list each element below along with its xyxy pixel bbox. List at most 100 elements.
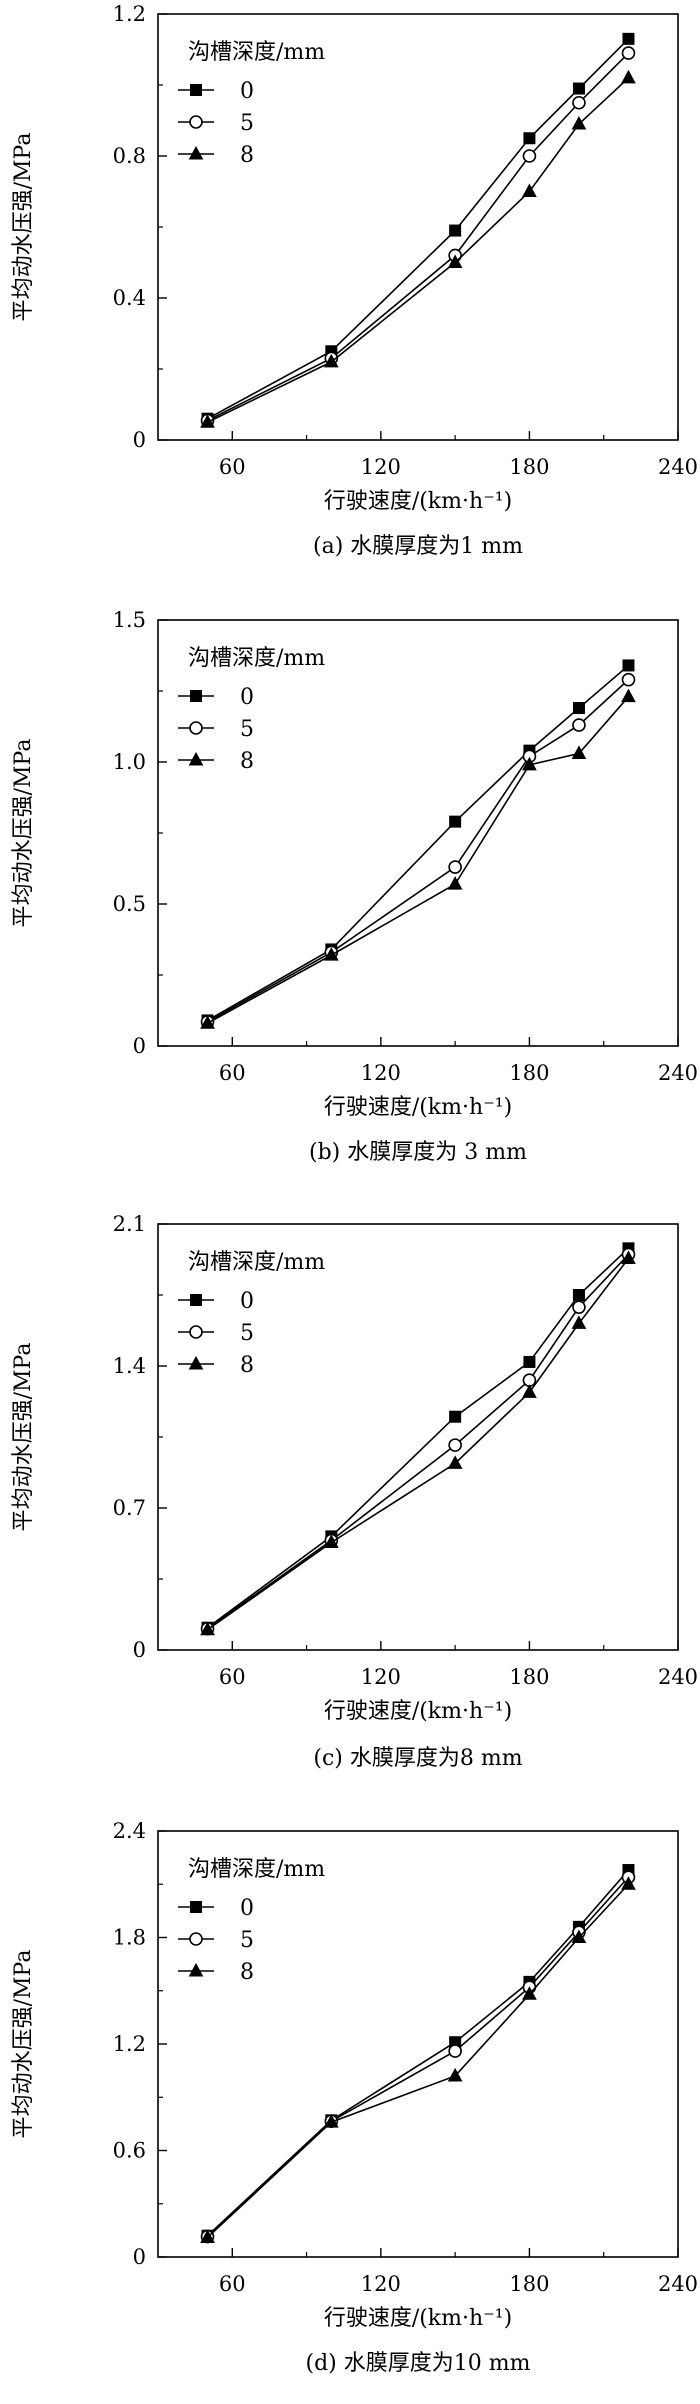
- x-tick-label: 60: [219, 1061, 246, 1085]
- data-point-5: [572, 718, 586, 732]
- legend-entry-8: 8: [178, 143, 254, 168]
- data-point-8: [522, 756, 537, 771]
- series-0: [201, 1864, 635, 2242]
- x-axis-title: 行驶速度/(km·h⁻¹): [324, 489, 512, 514]
- x-tick-labels: 60 120 180 240: [219, 2272, 698, 2296]
- axis-ticks: [158, 1223, 679, 1651]
- legend-title: 沟槽深度/mm: [188, 1250, 325, 1275]
- y-tick-label: 0.7: [113, 1496, 146, 1520]
- legend: 0 5 8: [178, 685, 254, 774]
- series-line-5: [206, 1876, 630, 2238]
- figure-caption: (a) 水膜厚度为1 mm: [313, 534, 523, 559]
- data-point-8: [200, 2229, 215, 2243]
- x-axis-title: 行驶速度/(km·h⁻¹): [324, 2306, 512, 2331]
- data-point-0: [449, 224, 462, 237]
- data-point-0: [572, 82, 585, 95]
- series-group: [200, 659, 636, 1029]
- legend: 0 5 8: [178, 1896, 254, 1985]
- x-tick-label: 240: [658, 1061, 698, 1085]
- chart-panel-d: 0 0.6 1.2 1.8 2.4 60 120 180 240 沟槽深度/mm 0 5 8 平均…: [0, 1803, 700, 2404]
- x-tick-label: 180: [509, 1061, 549, 1085]
- data-point-8: [571, 1929, 587, 1943]
- axis-ticks: [158, 1830, 679, 2258]
- y-tick-label: 1.2: [113, 2032, 146, 2056]
- legend-marker: [189, 1932, 203, 1946]
- series-5: [200, 672, 636, 1029]
- legend-label: 8: [240, 143, 254, 168]
- y-tick-label: 1.2: [113, 2, 146, 26]
- series-group: [200, 1864, 636, 2244]
- legend-label: 8: [240, 1960, 254, 1985]
- x-tick-label: 240: [658, 2272, 698, 2296]
- series-line-8: [207, 696, 630, 1024]
- series-5: [200, 1247, 636, 1636]
- legend-entry-0: 0: [178, 1289, 254, 1314]
- data-point-8: [571, 745, 587, 759]
- legend-marker: [189, 1325, 203, 1339]
- series-line-0: [207, 664, 629, 1022]
- legend-label: 8: [240, 749, 254, 774]
- data-point-0: [449, 1410, 462, 1423]
- legend: 0 5 8: [178, 79, 254, 168]
- y-axis-title: 平均动水压强/MPa: [11, 739, 36, 928]
- series-0: [201, 1242, 635, 1634]
- data-point-0: [622, 659, 635, 672]
- series-line-0: [207, 1247, 630, 1629]
- data-point-8: [447, 254, 463, 268]
- data-point-5: [448, 1438, 462, 1452]
- legend-label: 5: [240, 1321, 254, 1346]
- x-tick-label: 60: [219, 455, 246, 479]
- legend-label: 5: [240, 717, 254, 742]
- y-tick-label: 2.4: [113, 1819, 146, 1843]
- x-tick-label: 120: [361, 455, 401, 479]
- series-8: [200, 1250, 636, 1636]
- data-point-5: [572, 95, 586, 110]
- legend-title: 沟槽深度/mm: [188, 646, 325, 671]
- chart-c: 0 0.7 1.4 2.1 60 120 180 240 沟槽深度/mm 0 5 8 平均动水压…: [11, 1212, 698, 1771]
- legend-marker: [189, 115, 203, 129]
- series-line-5: [207, 52, 630, 422]
- series-group: [200, 1242, 636, 1636]
- x-tick-labels: 60 120 180 240: [219, 1061, 698, 1085]
- y-tick-labels: 0 0.4 0.8 1.2: [113, 2, 146, 452]
- plot-area-frame: [157, 619, 679, 1047]
- legend-entry-5: 5: [178, 111, 254, 136]
- legend-marker: [188, 145, 204, 160]
- data-point-0: [572, 1289, 585, 1301]
- legend-label: 0: [240, 1896, 254, 1921]
- legend-entry-8: 8: [178, 1353, 254, 1378]
- y-tick-label: 1.8: [113, 1926, 146, 1950]
- series-line-8: [206, 1883, 630, 2239]
- data-point-8: [621, 688, 636, 703]
- series-0: [201, 32, 635, 425]
- y-tick-label: 1.4: [113, 1354, 146, 1378]
- data-point-0: [449, 815, 462, 828]
- y-tick-label: 0.4: [113, 286, 146, 310]
- x-axis-title: 行驶速度/(km·h⁻¹): [324, 1699, 512, 1724]
- series-line-5: [207, 679, 630, 1023]
- plot-area-frame: [157, 1830, 679, 2258]
- data-point-5: [621, 46, 636, 60]
- legend-label: 5: [240, 111, 254, 136]
- chart-d: 0 0.6 1.2 1.8 2.4 60 120 180 240 沟槽深度/mm 0 5 8 平均…: [11, 1819, 698, 2376]
- axis-ticks: [158, 619, 679, 1047]
- plot-area-frame: [157, 1223, 679, 1651]
- y-axis-title: 平均动水压强/MPa: [11, 1343, 36, 1532]
- legend-entry-0: 0: [178, 685, 254, 710]
- series-line-0: [207, 38, 630, 420]
- data-point-8: [200, 414, 215, 428]
- legend-entry-0: 0: [178, 1896, 254, 1921]
- y-axis-title: 平均动水压强/MPa: [11, 133, 36, 322]
- legend-entry-8: 8: [178, 1960, 254, 1985]
- series-8: [200, 688, 636, 1029]
- y-tick-label: 0.5: [113, 892, 146, 916]
- legend-label: 0: [240, 79, 254, 104]
- data-point-8: [571, 116, 587, 130]
- series-5: [200, 46, 636, 428]
- x-tick-labels: 60 120 180 240: [219, 455, 698, 479]
- data-point-8: [200, 1015, 215, 1029]
- data-point-5: [522, 149, 537, 163]
- x-tick-label: 120: [361, 1061, 401, 1085]
- data-point-8: [447, 2067, 463, 2082]
- series-5: [200, 1870, 636, 2244]
